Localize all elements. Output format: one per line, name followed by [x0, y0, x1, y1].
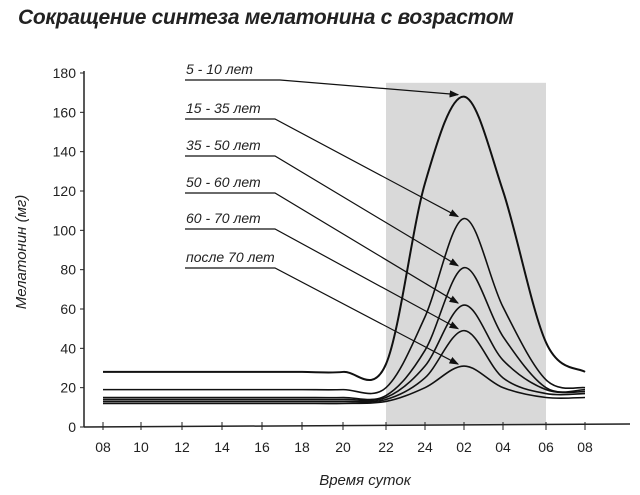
leader-arrow — [185, 79, 460, 98]
y-tick-label: 60 — [60, 301, 76, 317]
y-tick-label: 120 — [53, 183, 77, 199]
chart-title: Сокращение синтеза мелатонина с возрасто… — [18, 6, 514, 29]
series-line — [103, 365, 586, 405]
x-tick-label: 08 — [577, 439, 593, 455]
legend-label: 15 - 35 лет — [186, 100, 261, 116]
leader-arrow — [185, 228, 460, 330]
legend-label: 35 - 50 лет — [186, 137, 261, 153]
x-tick-label: 08 — [95, 439, 111, 455]
x-tick-label: 24 — [417, 439, 433, 455]
x-axis-label: Время суток — [319, 472, 411, 489]
y-tick-label: 140 — [53, 144, 77, 160]
y-axis-label: Мелатонин (мг) — [13, 195, 30, 310]
y-tick-label: 180 — [53, 65, 77, 81]
x-tick-label: 02 — [456, 439, 472, 455]
x-tick-label: 20 — [335, 439, 351, 455]
y-tick-label: 100 — [53, 222, 77, 238]
x-tick-label: 06 — [538, 439, 554, 455]
x-tick-label: 04 — [495, 439, 511, 455]
series-line — [102, 217, 586, 395]
series-line — [103, 266, 586, 401]
leader-arrow — [185, 155, 460, 267]
y-tick-label: 20 — [60, 380, 76, 396]
leader-arrow — [185, 192, 460, 304]
legend-label: 60 - 70 лет — [186, 210, 261, 226]
y-tick-label: 80 — [60, 262, 76, 278]
y-tick-label: 0 — [68, 419, 76, 435]
series-line — [103, 329, 586, 403]
legend-label: 5 - 10 лет — [186, 61, 253, 77]
x-axis-line — [83, 423, 631, 428]
series-line — [103, 304, 586, 402]
x-tick-label: 12 — [174, 439, 190, 455]
leader-arrow — [185, 267, 460, 365]
leader-arrow — [185, 118, 460, 218]
x-tick-label: 14 — [214, 439, 230, 455]
y-tick-label: 40 — [60, 340, 76, 356]
series-line — [102, 95, 586, 381]
x-tick-label: 22 — [378, 439, 394, 455]
legend-label: 50 - 60 лет — [186, 174, 261, 190]
y-tick-label: 160 — [53, 104, 77, 120]
legend-label: после 70 лет — [186, 249, 275, 265]
x-tick-label: 18 — [294, 439, 310, 455]
x-tick-label: 10 — [133, 439, 149, 455]
x-tick-label: 16 — [254, 439, 270, 455]
